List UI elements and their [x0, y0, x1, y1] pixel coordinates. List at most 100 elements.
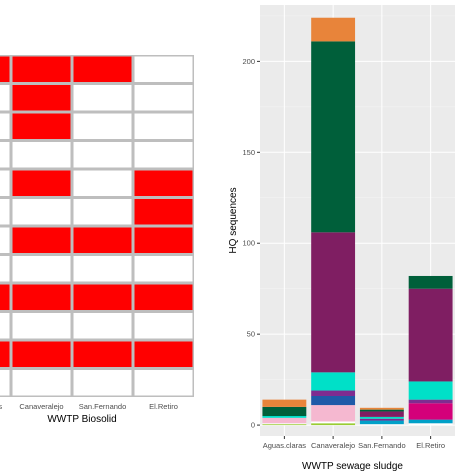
bar-segment [311, 17, 356, 42]
bar-segment [408, 423, 453, 426]
heatmap-cell [73, 170, 132, 196]
heatmap-cell [134, 142, 193, 168]
heatmap-cell [134, 113, 193, 139]
heatmap-cell [73, 142, 132, 168]
x-tick-label: Aguas.claras [263, 441, 307, 450]
bar-segment [359, 407, 404, 410]
bar-segment [359, 424, 404, 426]
heatmap-cell [0, 370, 10, 396]
bar-segment [311, 421, 356, 424]
heatmap-cells [0, 56, 193, 396]
bar-segment [262, 417, 307, 424]
heatmap-cell [0, 142, 10, 168]
heatmap-cell [73, 199, 132, 225]
heatmap-cell [0, 170, 10, 196]
heatmap-cell [0, 199, 10, 225]
y-tick-label: 50 [247, 330, 255, 339]
y-tick-label: 150 [242, 148, 255, 157]
heatmap-cell [0, 341, 10, 367]
bar-segment [359, 420, 404, 425]
x-tick-label: Canaveralejo [311, 441, 355, 450]
bar-segment [311, 390, 356, 396]
heatmap-cell [12, 142, 71, 168]
bar-segment [262, 406, 307, 416]
heatmap-cell [134, 256, 193, 282]
heatmap-cell [134, 170, 193, 196]
heatmap-background [0, 55, 194, 397]
bar-chart-panel: 0 50 100 150 200 Aguas.claras Canaveralejo San… [228, 5, 455, 472]
y-axis-ticks: 0 50 100 150 200 [242, 57, 260, 430]
x-tick-label: San.Fernando [358, 441, 406, 450]
bar-segment [408, 403, 453, 420]
bar-segment [408, 419, 453, 424]
bar-segment [311, 372, 356, 391]
bar-segment [311, 395, 356, 406]
heatmap-cell [12, 199, 71, 225]
heatmap-cell [0, 85, 10, 111]
bar-stacks [262, 17, 453, 426]
bar-segment [311, 423, 356, 426]
heatmap-cell [134, 284, 193, 310]
heatmap-cell [73, 313, 132, 339]
heatmap-cell [12, 85, 71, 111]
bar-segment [359, 409, 404, 412]
bar-segment [359, 416, 404, 419]
bar-segment [311, 405, 356, 422]
heatmap-cell [12, 284, 71, 310]
heatmap-cell [0, 284, 10, 310]
y-tick-label: 200 [242, 57, 255, 66]
heatmap-cell [12, 227, 71, 253]
bar-segment [262, 423, 307, 425]
heatmap-x-axis-title: WWTP Biosolid [47, 414, 116, 425]
heatmap-cell [0, 227, 10, 253]
heatmap-cell [73, 284, 132, 310]
heatmap-cell [12, 313, 71, 339]
heatmap-cell [0, 313, 10, 339]
heatmap-cell [73, 370, 132, 396]
heatmap-cell [0, 56, 10, 82]
heatmap-x-tick-label: Aguas.claras [0, 402, 2, 411]
bar-segment [359, 418, 404, 421]
heatmap-x-tick-label: Canaveralejo [19, 402, 63, 411]
bar-segment [408, 275, 453, 289]
y-tick-label: 100 [242, 239, 255, 248]
heatmap-cell [12, 370, 71, 396]
heatmap-cell [12, 256, 71, 282]
heatmap-cell [12, 170, 71, 196]
bar-segment [262, 424, 307, 426]
bar-segment [262, 415, 307, 418]
heatmap-cell [73, 56, 132, 82]
heatmap-cell [134, 313, 193, 339]
bar-segment [262, 399, 307, 407]
heatmap-cell [73, 227, 132, 253]
heatmap-cell [134, 341, 193, 367]
heatmap-x-ticks: Aguas.claras Canaveralejo San.Fernando El.R… [0, 402, 178, 411]
heatmap-cell [134, 199, 193, 225]
bar-segment [408, 381, 453, 400]
y-axis-title: HQ sequences [228, 187, 239, 253]
heatmap-cell [73, 113, 132, 139]
heatmap-cell [0, 113, 10, 139]
x-axis-title: WWTP sewage sludge [302, 461, 403, 472]
bar-segment [408, 399, 453, 404]
heatmap-cell [134, 85, 193, 111]
heatmap-x-tick-label: San.Fernando [79, 402, 127, 411]
heatmap-cell [73, 256, 132, 282]
bar-segment [311, 232, 356, 373]
heatmap-x-tick-label: El.Retiro [149, 402, 178, 411]
bar-segment [408, 288, 453, 382]
bar-segment [311, 41, 356, 233]
heatmap-cell [0, 256, 10, 282]
x-axis-ticks: Aguas.claras Canaveralejo San.Fernando El.R… [263, 436, 445, 450]
heatmap-cell [134, 227, 193, 253]
heatmap-cell [12, 56, 71, 82]
heatmap-cell [12, 113, 71, 139]
heatmap-panel: Aguas.claras Canaveralejo San.Fernando El.R… [0, 55, 194, 425]
heatmap-cell [73, 85, 132, 111]
heatmap-cell [12, 341, 71, 367]
y-tick-label: 0 [251, 421, 255, 430]
bar-segment [359, 411, 404, 417]
x-tick-label: El.Retiro [416, 441, 445, 450]
heatmap-cell [73, 341, 132, 367]
